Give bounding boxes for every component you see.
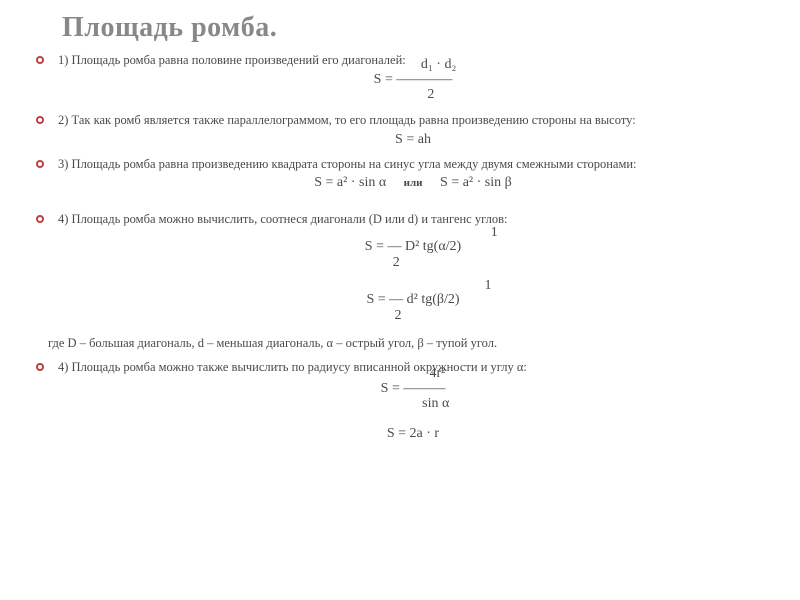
item-5-num: 4) <box>58 360 68 374</box>
item-5: 4) Площадь ромба можно также вычислить п… <box>36 359 768 444</box>
formula-5: 4r² S = ――― sin α <box>58 380 768 399</box>
f4b-bottom: 2 <box>394 307 401 326</box>
slide: Площадь ромба. 1) Площадь ромба равна по… <box>0 0 800 462</box>
f3b: S = a² · sin β <box>440 175 512 190</box>
f4a-top: 1 <box>491 224 498 243</box>
f4a-bottom: 2 <box>393 254 400 273</box>
f5-top: 4r² <box>429 365 445 384</box>
bullet-list: 1) Площадь ромба равна половине произвед… <box>36 52 768 330</box>
formula-3: S = a² · sin α или S = a² · sin β <box>58 174 768 193</box>
f4b-top: 1 <box>484 277 491 296</box>
f3a: S = a² · sin α <box>314 175 386 190</box>
item-1: 1) Площадь ромба равна половине произвед… <box>36 52 768 106</box>
item-4-num: 4) <box>58 212 68 226</box>
item-4-text: Площадь ромба можно вычислить, соотнеся … <box>72 212 508 226</box>
slide-title: Площадь ромба. <box>62 12 768 44</box>
formula-4a: 1 S = ― D² tg(α/2) 2 <box>58 238 768 257</box>
item-3-text: Площадь ромба равна произведению квадрат… <box>72 157 637 171</box>
f4b-line: S = ― d² tg(β/2) <box>366 292 459 307</box>
formula-2: S = ah <box>58 131 768 150</box>
item-4: 4) Площадь ромба можно вычислить, соотне… <box>36 211 768 330</box>
f1-top: d₁ · d₂ <box>421 56 456 75</box>
formula-1: d₁ · d₂ S = ―――― 2 <box>58 71 768 90</box>
note-line: где D – большая диагональ, d – меньшая д… <box>36 336 768 351</box>
bullet-list-2: 4) Площадь ромба можно также вычислить п… <box>36 359 768 444</box>
item-1-text: Площадь ромба равна половине произведени… <box>72 53 406 67</box>
formula-6: S = 2a · r <box>58 425 768 444</box>
f1-bottom: 2 <box>427 86 434 105</box>
item-2-num: 2) <box>58 113 68 127</box>
item-3: 3) Площадь ромба равна произведению квад… <box>36 156 768 206</box>
formula-4b: 1 S = ― d² tg(β/2) 2 <box>58 291 768 310</box>
item-2: 2) Так как ромб является также параллело… <box>36 112 768 150</box>
f4a-line: S = ― D² tg(α/2) <box>365 239 461 254</box>
f3-ili: или <box>404 177 423 189</box>
item-2-text: Так как ромб является также параллелогра… <box>72 113 636 127</box>
f5-bottom: sin α <box>422 395 449 414</box>
item-5-text: Площадь ромба можно также вычислить по р… <box>72 360 527 374</box>
item-3-num: 3) <box>58 157 68 171</box>
item-1-num: 1) <box>58 53 68 67</box>
